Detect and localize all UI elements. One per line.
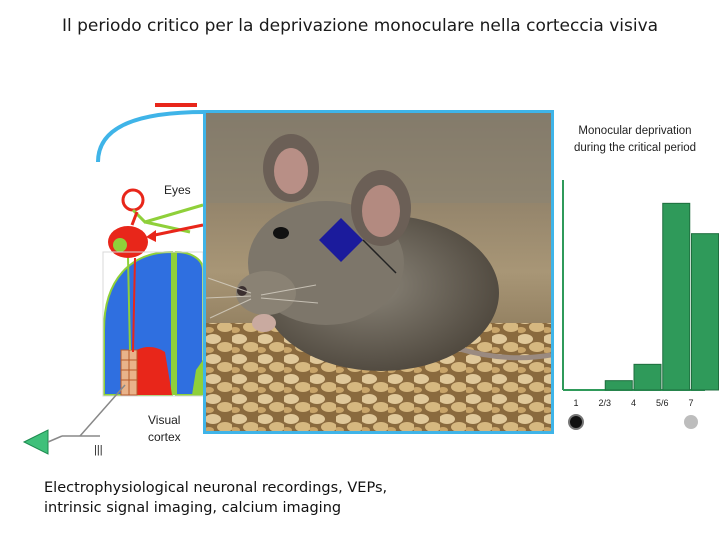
lgn-red-arrow (149, 223, 204, 238)
lgn-red-arrowhead (146, 230, 156, 242)
optic-nerve-green (131, 203, 204, 224)
head-marker (155, 103, 197, 107)
x-tick-7: 7 (688, 398, 694, 408)
endpoint-marker-left (568, 414, 584, 430)
bar-5-6 (662, 202, 691, 391)
inset-title-line2: during the critical period (573, 142, 697, 154)
lgn-green-dot (113, 238, 127, 252)
x-tick-5-6: 5/6 (655, 398, 669, 408)
slide-title: Il periodo critico per la deprivazione m… (61, 16, 659, 36)
visual-cortex-region (128, 346, 172, 395)
endpoint-marker-right (684, 415, 698, 429)
bar-4 (633, 363, 662, 391)
optic-nerve-red (130, 211, 139, 226)
bar-2-3 (604, 380, 633, 391)
head-outline (96, 110, 206, 163)
amplifier-marks: ||| (94, 444, 103, 456)
bar-7 (691, 233, 719, 391)
mouse-illustration (206, 113, 551, 431)
cortex-green-edge (192, 360, 203, 395)
visual-cortex-label-line2: cortex (148, 430, 181, 444)
eye-left (121, 188, 145, 212)
thalamocortical-projection (127, 257, 131, 351)
x-tick-1: 1 (573, 398, 579, 408)
recording-electrode (79, 384, 126, 437)
inset-title-line1: Monocular deprivation (578, 125, 692, 137)
inset-chart-title: Monocular deprivation during the critica… (555, 123, 715, 157)
caption-line2: intrinsic signal imaging, calcium imagin… (44, 500, 342, 516)
methods-caption: Electrophysiological neuronal recordings… (44, 478, 404, 518)
thalamocortical-projection-2 (132, 257, 136, 353)
mouse-photo (203, 110, 554, 434)
eye-patch (319, 218, 363, 262)
chart-bars (604, 202, 719, 391)
amplifier-icon (22, 429, 49, 455)
caption-line1: Electrophysiological neuronal recordings… (44, 480, 388, 496)
visual-cortex-label-line1: Visual (148, 413, 181, 427)
eyes-label: Eyes (164, 183, 191, 197)
x-tick-4: 4 (630, 398, 636, 408)
x-tick-2-3: 2/3 (598, 398, 611, 408)
